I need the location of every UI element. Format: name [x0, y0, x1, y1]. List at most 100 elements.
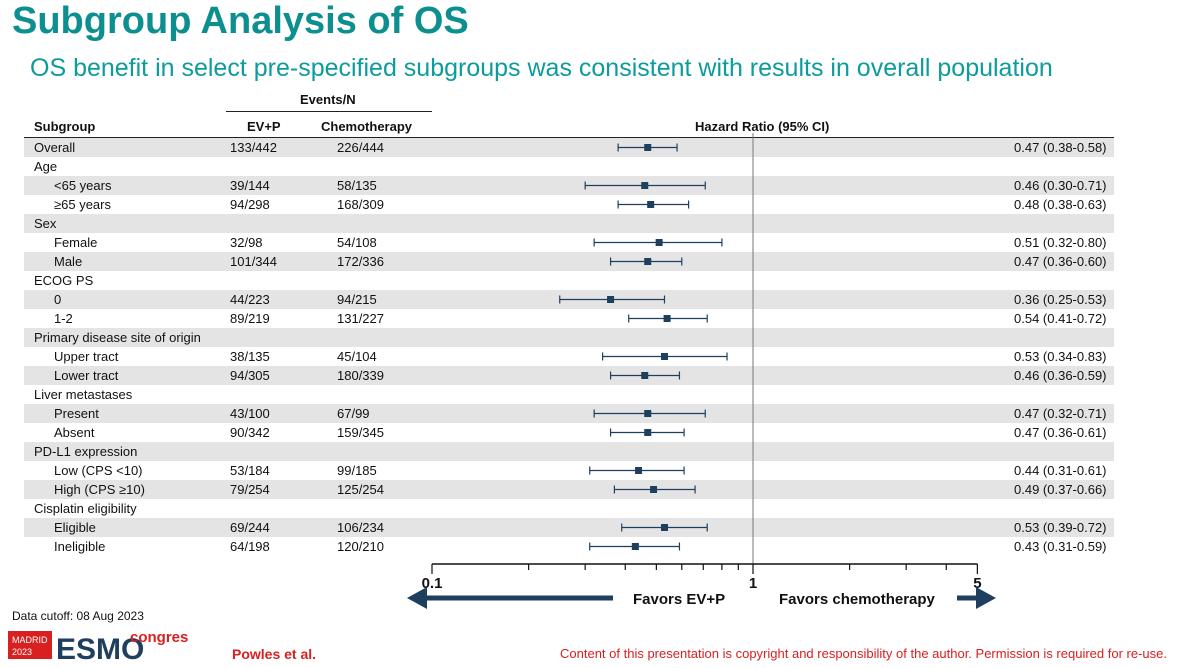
table-row: ≥65 years 94/298 168/309 0.48 (0.38-0.63): [24, 195, 1114, 214]
row-chemo-events: 120/210: [337, 539, 384, 554]
copyright-notice: Content of this presentation is copyrigh…: [560, 646, 1167, 661]
row-chemo-events: 106/234: [337, 520, 384, 535]
row-label: Sex: [34, 216, 57, 231]
row-evp-events: 38/135: [230, 349, 270, 364]
row-label: Ineligible: [54, 539, 106, 554]
row-hr-text: 0.46 (0.30-0.71): [1014, 178, 1107, 193]
favors-chemo-label: Favors chemotherapy: [779, 591, 936, 608]
favors-left-arrowhead: [407, 587, 427, 609]
row-evp-events: 133/442: [230, 140, 277, 155]
row-chemo-events: 58/135: [337, 178, 377, 193]
row-label: ≥65 years: [54, 197, 111, 212]
row-label: Eligible: [54, 520, 96, 535]
row-hr-text: 0.53 (0.34-0.83): [1014, 349, 1107, 364]
row-label: PD-L1 expression: [34, 444, 138, 459]
data-cutoff: Data cutoff: 08 Aug 2023: [12, 609, 144, 623]
esmo-congress-logo: MADRID 2023 ESMO congress: [8, 629, 188, 664]
table-row: Lower tract 94/305 180/339 0.46 (0.36-0.59): [24, 366, 1114, 385]
row-chemo-events: 131/227: [337, 311, 384, 326]
table-row: PD-L1 expression: [24, 442, 1114, 461]
row-hr-text: 0.46 (0.36-0.59): [1014, 368, 1107, 383]
favors-right-arrowhead: [976, 587, 996, 609]
table-row: Sex: [24, 214, 1114, 233]
hr-point: [647, 201, 655, 208]
row-label: Low (CPS <10): [54, 463, 143, 478]
table-row: Age: [24, 157, 1114, 176]
row-label: Female: [54, 235, 98, 250]
row-hr-text: 0.54 (0.41-0.72): [1014, 311, 1107, 326]
row-chemo-events: 45/104: [337, 349, 377, 364]
chemo-header: Chemotherapy: [321, 119, 413, 134]
table-row: 1-2 89/219 131/227 0.54 (0.41-0.72): [24, 309, 1114, 328]
row-evp-events: 94/298: [230, 197, 270, 212]
row-chemo-events: 125/254: [337, 482, 384, 497]
row-chemo-events: 67/99: [337, 406, 370, 421]
row-label: Present: [54, 406, 99, 421]
row-hr-text: 0.47 (0.38-0.58): [1014, 140, 1107, 155]
x-tick-label: 5: [973, 575, 981, 592]
table-row: Eligible 69/244 106/234 0.53 (0.39-0.72): [24, 518, 1114, 537]
row-evp-events: 32/98: [230, 235, 263, 250]
author-citation: Powles et al.: [232, 646, 317, 662]
row-label: Upper tract: [54, 349, 119, 364]
hr-point: [660, 524, 668, 531]
logo-word: ESMO: [56, 633, 144, 664]
hr-point: [644, 258, 652, 265]
row-label: Male: [54, 254, 83, 269]
page-subtitle: OS benefit in select pre-specified subgr…: [30, 54, 1053, 82]
row-label: Lower tract: [54, 368, 119, 383]
row-label: 0: [54, 292, 62, 307]
row-chemo-events: 172/336: [337, 254, 384, 269]
row-evp-events: 69/244: [230, 520, 270, 535]
row-label: High (CPS ≥10): [54, 482, 145, 497]
table-row: <65 years 39/144 58/135 0.46 (0.30-0.71): [24, 176, 1114, 195]
row-hr-text: 0.48 (0.38-0.63): [1014, 197, 1107, 212]
row-evp-events: 43/100: [230, 406, 270, 421]
evp-header: EV+P: [247, 119, 281, 134]
table-row: High (CPS ≥10) 79/254 125/254 0.49 (0.37-0.…: [24, 480, 1114, 499]
row-chemo-events: 99/185: [337, 463, 377, 478]
row-evp-events: 79/254: [230, 482, 270, 497]
table-row: Primary disease site of origin: [24, 328, 1114, 347]
table-row: Overall 133/442 226/444 0.47 (0.38-0.58): [24, 138, 1114, 157]
hr-point: [655, 239, 663, 246]
hazard-ratio-header: Hazard Ratio (95% CI): [695, 119, 830, 134]
row-label: Absent: [54, 425, 95, 440]
row-hr-text: 0.49 (0.37-0.66): [1014, 482, 1107, 497]
x-tick-label: 1: [749, 575, 757, 592]
row-evp-events: 44/223: [230, 292, 270, 307]
logo-city: MADRID: [12, 635, 48, 645]
row-chemo-events: 94/215: [337, 292, 377, 307]
row-chemo-events: 54/108: [337, 235, 377, 250]
row-hr-text: 0.44 (0.31-0.61): [1014, 463, 1107, 478]
table-row: Male 101/344 172/336 0.47 (0.36-0.60): [24, 252, 1114, 271]
row-hr-text: 0.43 (0.31-0.59): [1014, 539, 1107, 554]
row-hr-text: 0.47 (0.32-0.71): [1014, 406, 1107, 421]
table-row: Present 43/100 67/99 0.47 (0.32-0.71): [24, 404, 1114, 423]
row-evp-events: 64/198: [230, 539, 270, 554]
row-hr-text: 0.47 (0.36-0.60): [1014, 254, 1107, 269]
row-label: Age: [34, 159, 58, 174]
table-row: Ineligible 64/198 120/210 0.43 (0.31-0.59): [24, 537, 1114, 556]
table-row: Absent 90/342 159/345 0.47 (0.36-0.61): [24, 423, 1114, 442]
subgroup-header: Subgroup: [34, 119, 96, 134]
row-label: Liver metastases: [34, 387, 133, 402]
row-label: ECOG PS: [34, 273, 94, 288]
hr-point: [641, 182, 649, 189]
hr-point: [650, 486, 658, 493]
row-evp-events: 53/184: [230, 463, 270, 478]
logo-red-block: [8, 631, 52, 659]
favors-evp-label: Favors EV+P: [633, 591, 725, 608]
table-row: Low (CPS <10) 53/184 99/185 0.44 (0.31-0.61…: [24, 461, 1114, 480]
hr-point: [644, 429, 652, 436]
hr-point: [644, 144, 652, 151]
row-evp-events: 89/219: [230, 311, 270, 326]
row-chemo-events: 226/444: [337, 140, 384, 155]
row-chemo-events: 159/345: [337, 425, 384, 440]
table-header-rule: [24, 137, 1114, 138]
row-label: Overall: [34, 140, 76, 155]
hr-point: [635, 467, 643, 474]
row-label: Primary disease site of origin: [34, 330, 201, 345]
table-row: Cisplatin eligibility: [24, 499, 1114, 518]
